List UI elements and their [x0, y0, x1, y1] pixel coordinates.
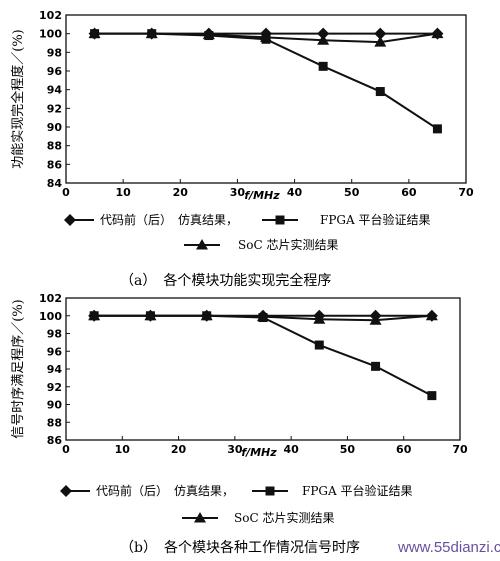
x-axis-label: f/MHz: [241, 446, 277, 459]
series-1-point: [317, 27, 330, 40]
legend-marker-3: [196, 239, 208, 250]
x-tick-label: 40: [287, 186, 303, 199]
x-tick-label: 30: [230, 186, 246, 199]
y-tick-label: 96: [47, 345, 63, 358]
series-2-point: [427, 391, 437, 401]
y-tick-label: 84: [47, 177, 63, 190]
y-tick-label: 88: [47, 416, 62, 429]
series-3-point: [369, 314, 382, 325]
legend-marker-3: [194, 512, 206, 523]
x-tick-label: 20: [171, 443, 187, 456]
legend-label-1: 代码前（后） 仿真结果，: [100, 212, 238, 227]
series-3-point: [317, 34, 330, 45]
legend-label-3: SoC 芯片实测结果: [234, 510, 334, 525]
x-tick-label: 0: [62, 186, 70, 199]
legend-label-3: SoC 芯片实测结果: [238, 237, 338, 252]
series-2-point: [371, 361, 381, 371]
series-3-point: [313, 313, 326, 324]
y-tick-label: 102: [39, 292, 62, 305]
y-tick-label: 94: [47, 84, 63, 97]
plot-frame: [65, 14, 467, 184]
x-tick-label: 10: [115, 443, 131, 456]
series-3-point: [88, 27, 101, 39]
legend-label-2: FPGA 平台验证结果: [302, 483, 412, 498]
series-2-point: [318, 61, 328, 71]
legend-marker-1: [60, 485, 72, 497]
chart-b: 0 10 20 30 40 50 60 70 86 88 90 92 94 96 98 100 102 f/MHz…: [11, 292, 468, 556]
series-line-2: [94, 32, 438, 130]
y-tick-label: 88: [47, 140, 62, 153]
series-line-2: [94, 314, 433, 397]
y-tick-label: 92: [47, 381, 62, 394]
x-tick-label: 10: [115, 186, 131, 199]
y-axis-label: 信号时序满足程序／(%): [11, 299, 26, 439]
y-tick-label: 102: [39, 9, 62, 22]
legend-label-2: FPGA 平台验证结果: [320, 212, 430, 227]
figure-caption: （a） 各个模块功能实现完全程序: [120, 272, 331, 289]
legend-marker-2: [275, 215, 285, 225]
y-tick-label: 100: [39, 310, 62, 323]
legend-marker-1: [64, 214, 76, 226]
figure-caption: （b） 各个模块各种工作情况信号时序: [120, 540, 360, 556]
series-3-point: [88, 309, 101, 321]
y-axis-label: 功能实现完全程度／(%): [10, 29, 26, 169]
x-tick-label: 0: [62, 443, 70, 456]
x-tick-label: 60: [401, 186, 417, 199]
series-3-point: [374, 36, 387, 47]
series-3-point: [144, 309, 157, 321]
y-tick-label: 98: [47, 328, 62, 341]
series-3-point: [425, 309, 438, 321]
y-tick-label: 94: [47, 363, 63, 376]
series-3-point: [200, 309, 213, 321]
series-2-point: [314, 340, 324, 350]
x-tick-label: 40: [283, 443, 299, 456]
x-tick-label: 70: [452, 443, 468, 456]
x-tick-label: 30: [227, 443, 243, 456]
series-3-point: [431, 27, 444, 39]
y-tick-label: 90: [47, 399, 63, 412]
y-tick-label: 96: [47, 65, 63, 78]
legend-label-1: 代码前（后） 仿真结果，: [96, 483, 234, 498]
series-1-point: [374, 27, 387, 40]
y-tick-label: 98: [47, 46, 62, 59]
y-tick-label: 100: [39, 28, 62, 41]
watermark: www.55dianzi.com: [397, 539, 500, 556]
chart-a: 0 10 20 30 40 50 60 70 84 86 88 90 92 94 96 98 100 102 f/M…: [10, 9, 474, 289]
series-2-point: [375, 87, 385, 97]
x-tick-label: 20: [173, 186, 189, 199]
series-3-point: [257, 310, 269, 322]
x-tick-label: 50: [344, 186, 360, 199]
x-tick-label: 70: [458, 186, 474, 199]
x-axis-label: f/MHz: [244, 189, 280, 202]
x-tick-label: 50: [340, 443, 356, 456]
y-tick-label: 90: [47, 121, 63, 134]
x-tick-label: 60: [396, 443, 412, 456]
series-3-point: [202, 28, 215, 40]
y-tick-label: 86: [47, 158, 63, 171]
series-2-point: [432, 124, 442, 134]
y-tick-label: 92: [47, 102, 62, 115]
series-3-point: [145, 27, 158, 39]
y-tick-label: 86: [47, 434, 63, 447]
legend-marker-2: [265, 486, 275, 496]
series-3-point: [260, 31, 272, 42]
